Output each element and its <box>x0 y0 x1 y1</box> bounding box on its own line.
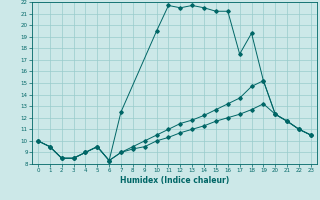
X-axis label: Humidex (Indice chaleur): Humidex (Indice chaleur) <box>120 176 229 185</box>
